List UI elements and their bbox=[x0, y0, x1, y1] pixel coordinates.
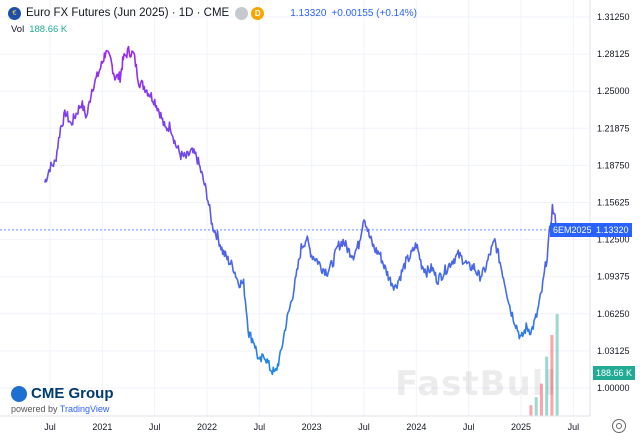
x-tick-label: 2021 bbox=[92, 422, 112, 432]
y-tick-label: 1.06250 bbox=[597, 309, 630, 319]
y-tick-label: 1.00000 bbox=[597, 383, 630, 393]
symbol-price-tag: 6EM2025 bbox=[550, 222, 595, 237]
symbol-title[interactable]: Euro FX Futures (Jun 2025) · 1D · CME bbox=[26, 7, 230, 19]
powered-by: powered by TradingView bbox=[11, 404, 110, 414]
x-tick-label: 2022 bbox=[197, 422, 217, 432]
volume-value: 188.66 K bbox=[29, 24, 68, 35]
y-tick-label: 1.03125 bbox=[597, 346, 630, 356]
price-line bbox=[44, 45, 559, 376]
tradingview-link[interactable]: TradingView bbox=[59, 404, 110, 414]
delayed-data-badge[interactable]: D bbox=[251, 6, 265, 20]
y-tick-label: 1.15625 bbox=[597, 198, 630, 208]
volume-bar bbox=[545, 356, 549, 416]
x-tick-label: Jul bbox=[44, 422, 56, 432]
x-tick-label: Jul bbox=[254, 422, 266, 432]
x-tick-label: Jul bbox=[358, 422, 370, 432]
x-tick-label: 2025 bbox=[511, 422, 531, 432]
volume-bar bbox=[529, 405, 533, 416]
x-tick-label: Jul bbox=[568, 422, 580, 432]
volume-bar bbox=[534, 397, 538, 416]
y-tick-label: 1.25000 bbox=[597, 86, 630, 96]
y-tick-label: 1.31250 bbox=[597, 12, 630, 22]
y-tick-label: 1.12500 bbox=[597, 235, 630, 245]
y-tick-label: 1.21875 bbox=[597, 123, 630, 133]
x-tick-label: 2023 bbox=[302, 422, 322, 432]
volume-tag: 188.66 K bbox=[593, 366, 636, 380]
x-tick-label: Jul bbox=[463, 422, 475, 432]
cme-globe-icon bbox=[11, 385, 27, 402]
fastbull-watermark: FastBull bbox=[395, 364, 558, 404]
cme-logo-text: CME Group bbox=[31, 385, 114, 402]
legend-change: +0.00155 (+0.14%) bbox=[331, 7, 418, 19]
cme-branding: CME Group powered by TradingView bbox=[11, 385, 114, 414]
chart-settings-gear-icon[interactable] bbox=[612, 419, 626, 433]
volume-bar bbox=[555, 314, 559, 416]
volume-legend: Vol 188.66 K bbox=[11, 24, 67, 35]
symbol-legend: € Euro FX Futures (Jun 2025) · 1D · CME … bbox=[8, 5, 417, 21]
euro-flag-icon: € bbox=[8, 6, 21, 20]
x-tick-label: 2024 bbox=[406, 422, 426, 432]
y-tick-label: 1.09375 bbox=[597, 272, 630, 282]
last-price-tag: 1.13320 bbox=[593, 222, 632, 237]
compare-badge-icon[interactable] bbox=[235, 6, 249, 20]
volume-label: Vol bbox=[11, 24, 25, 35]
volume-bar bbox=[550, 335, 554, 416]
x-tick-label: Jul bbox=[149, 422, 161, 432]
y-tick-label: 1.28125 bbox=[597, 49, 630, 59]
y-tick-label: 1.18750 bbox=[597, 160, 630, 170]
legend-price: 1.13320 bbox=[290, 7, 327, 19]
volume-bar bbox=[539, 383, 543, 416]
